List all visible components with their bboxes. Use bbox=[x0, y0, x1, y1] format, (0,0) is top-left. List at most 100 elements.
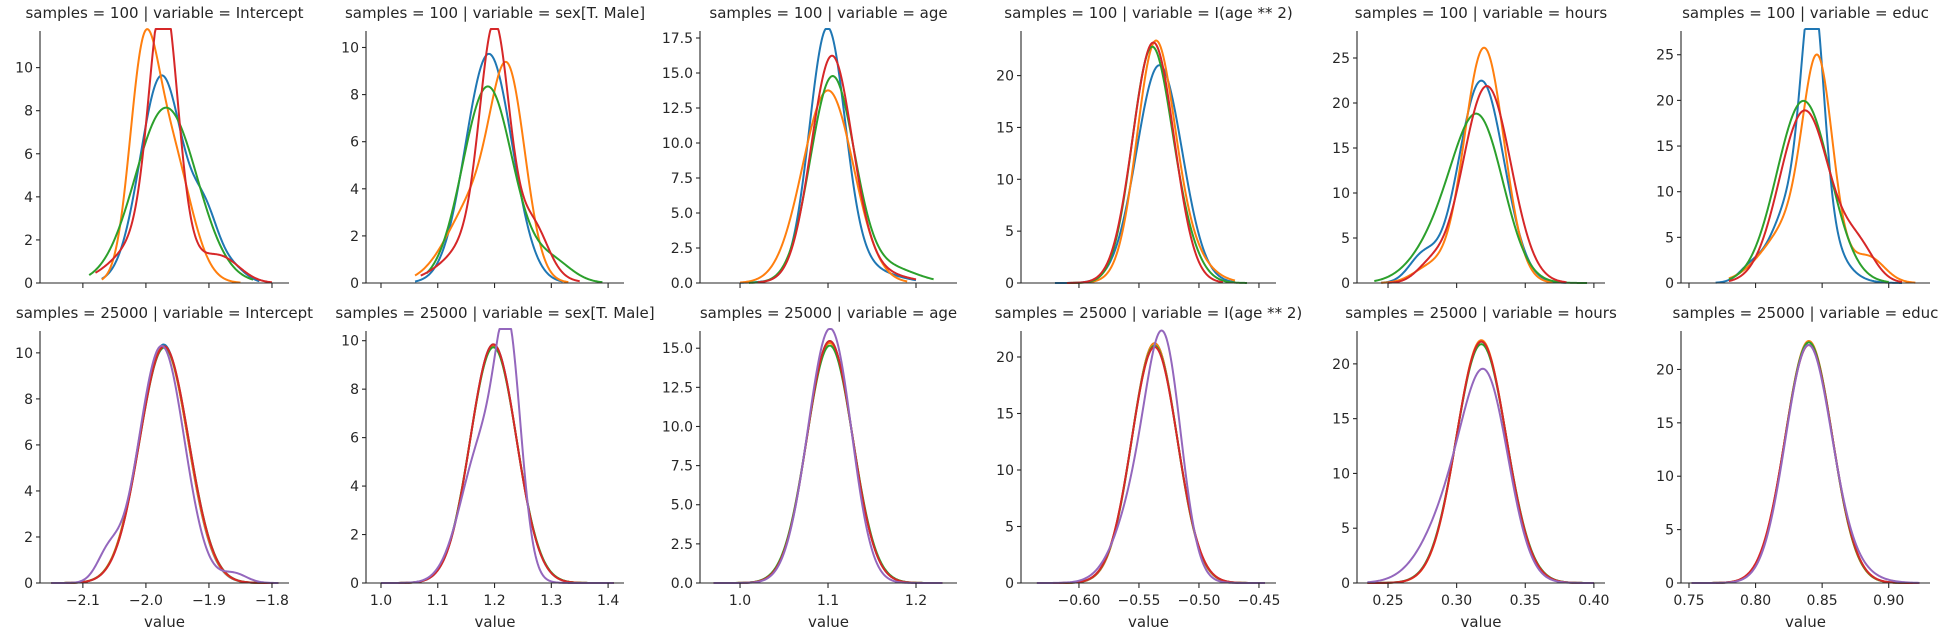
y-tick-label: 10 bbox=[1656, 469, 1674, 485]
x-tick-label: −0.55 bbox=[1118, 593, 1161, 609]
y-tick-label: 0 bbox=[24, 276, 33, 292]
kde-curve-series-3 bbox=[1728, 99, 1889, 283]
y-tick-label: 0 bbox=[1341, 576, 1350, 592]
y-tick-label: 15 bbox=[996, 120, 1014, 136]
kde-curve-series-4 bbox=[1367, 340, 1594, 584]
kde-curve-series-1 bbox=[713, 340, 943, 584]
y-tick-label: 5 bbox=[1665, 230, 1674, 246]
y-tick-label: 15 bbox=[1332, 141, 1350, 157]
kde-curve-series-1 bbox=[1715, 28, 1903, 284]
x-axis-label: value bbox=[1128, 613, 1169, 631]
y-tick-label: 10 bbox=[1332, 466, 1350, 482]
x-tick-label: −1.9 bbox=[192, 593, 226, 609]
facet-panel: samples = 25000 | variable = hours 0 5 10 15… bbox=[1332, 304, 1617, 631]
kde-curve-series-2 bbox=[380, 345, 614, 584]
y-tick-label: 15.0 bbox=[662, 66, 693, 82]
y-tick-label: 10 bbox=[996, 463, 1014, 479]
kde-curve-series-4 bbox=[51, 345, 279, 584]
x-tick-label: 0.35 bbox=[1510, 593, 1541, 609]
facet-panel: samples = 25000 | variable = I(age ** 2)… bbox=[995, 304, 1303, 631]
y-tick-label: 25 bbox=[1332, 51, 1350, 67]
x-tick-label: −0.60 bbox=[1058, 593, 1101, 609]
y-tick-label: 0 bbox=[1665, 276, 1674, 292]
panel-title: samples = 25000 | variable = I(age ** 2) bbox=[995, 304, 1303, 322]
kde-curve-series-1 bbox=[1367, 340, 1594, 584]
x-tick-label: 1.1 bbox=[427, 593, 449, 609]
x-axis-label: value bbox=[808, 613, 849, 631]
x-tick-label: 1.1 bbox=[817, 593, 839, 609]
kde-curve-series-3 bbox=[51, 346, 279, 584]
y-tick-label: 2 bbox=[24, 530, 33, 546]
kde-curve-series-1 bbox=[1036, 342, 1265, 584]
y-tick-label: 5.0 bbox=[671, 498, 693, 514]
kde-curve-series-4 bbox=[1066, 41, 1224, 284]
y-tick-label: 10 bbox=[341, 40, 359, 56]
y-tick-label: 4 bbox=[24, 484, 33, 500]
y-tick-label: 7.5 bbox=[671, 459, 693, 475]
x-tick-label: 1.0 bbox=[729, 593, 751, 609]
y-tick-label: 15 bbox=[996, 406, 1014, 422]
facet-panel: samples = 100 | variable = age 0.0 2.5 5.0 7… bbox=[662, 4, 957, 292]
kde-curve-series-5 bbox=[1691, 343, 1920, 584]
x-tick-label: 0.30 bbox=[1441, 593, 1472, 609]
y-tick-label: 4 bbox=[24, 190, 33, 206]
y-tick-label: 15 bbox=[1656, 416, 1674, 432]
kde-curve-series-2 bbox=[1380, 46, 1553, 284]
x-axis-label: value bbox=[1461, 613, 1502, 631]
y-tick-label: 5 bbox=[1341, 231, 1350, 247]
x-tick-label: 0.80 bbox=[1740, 593, 1771, 609]
x-tick-label: 1.2 bbox=[905, 593, 927, 609]
y-tick-label: 10 bbox=[1332, 186, 1350, 202]
y-tick-label: 8 bbox=[24, 104, 33, 120]
x-axis-label: value bbox=[475, 613, 516, 631]
y-tick-label: 0 bbox=[1005, 276, 1014, 292]
panel-title: samples = 100 | variable = I(age ** 2) bbox=[1004, 4, 1292, 22]
facet-panel: samples = 100 | variable = sex[T. Male] 0… bbox=[341, 4, 645, 292]
panel-title: samples = 25000 | variable = hours bbox=[1345, 304, 1617, 322]
y-tick-label: 10 bbox=[15, 346, 33, 362]
y-tick-label: 4 bbox=[350, 479, 359, 495]
y-tick-label: 20 bbox=[996, 69, 1014, 85]
y-tick-label: 15 bbox=[1332, 412, 1350, 428]
y-tick-label: 0 bbox=[24, 576, 33, 592]
y-tick-label: 5 bbox=[1341, 521, 1350, 537]
kde-curve-series-2 bbox=[1066, 39, 1236, 284]
y-tick-label: 12.5 bbox=[662, 101, 693, 117]
y-tick-label: 20 bbox=[1332, 357, 1350, 373]
kde-curve-series-1 bbox=[1054, 64, 1236, 284]
y-tick-label: 8 bbox=[350, 382, 359, 398]
x-tick-label: 0.40 bbox=[1578, 593, 1609, 609]
kde-curve-series-5 bbox=[380, 328, 614, 584]
facet-panel: samples = 100 | variable = Intercept 0 2 4 6… bbox=[15, 4, 303, 292]
kde-curve-series-1 bbox=[739, 28, 917, 284]
x-tick-label: −0.50 bbox=[1178, 593, 1221, 609]
kde-curve-series-5 bbox=[713, 328, 943, 584]
kde-curve-series-5 bbox=[1036, 329, 1265, 584]
x-tick-label: 0.85 bbox=[1807, 593, 1838, 609]
kde-curve-series-5 bbox=[1367, 367, 1594, 584]
y-tick-label: 2.5 bbox=[671, 241, 693, 257]
y-tick-label: 10 bbox=[15, 61, 33, 77]
x-tick-label: 0.90 bbox=[1873, 593, 1904, 609]
x-tick-label: −1.8 bbox=[255, 593, 289, 609]
y-tick-label: 0 bbox=[350, 276, 359, 292]
x-tick-label: −2.0 bbox=[129, 593, 163, 609]
kde-curve-series-2 bbox=[51, 345, 279, 584]
y-tick-label: 0 bbox=[350, 576, 359, 592]
y-tick-label: 10 bbox=[1656, 185, 1674, 201]
panel-title: samples = 25000 | variable = age bbox=[700, 304, 957, 322]
y-tick-label: 5 bbox=[1665, 523, 1674, 539]
y-tick-label: 2 bbox=[350, 528, 359, 544]
kde-curve-series-3 bbox=[88, 106, 254, 281]
kde-curve-series-1 bbox=[1691, 341, 1920, 584]
kde-curve-series-4 bbox=[1387, 85, 1567, 284]
panel-title: samples = 100 | variable = age bbox=[709, 4, 947, 22]
x-tick-label: −2.1 bbox=[66, 593, 100, 609]
x-tick-label: 1.3 bbox=[540, 593, 562, 609]
facet-panel: samples = 100 | variable = I(age ** 2) 0 5… bbox=[996, 4, 1293, 292]
y-tick-label: 5.0 bbox=[671, 206, 693, 222]
panel-title: samples = 100 | variable = hours bbox=[1355, 4, 1608, 22]
facet-panel: samples = 100 | variable = hours 0 5 10 15 20… bbox=[1332, 4, 1607, 292]
kde-curve-series-4 bbox=[713, 340, 943, 584]
x-axis-label: value bbox=[144, 613, 185, 631]
